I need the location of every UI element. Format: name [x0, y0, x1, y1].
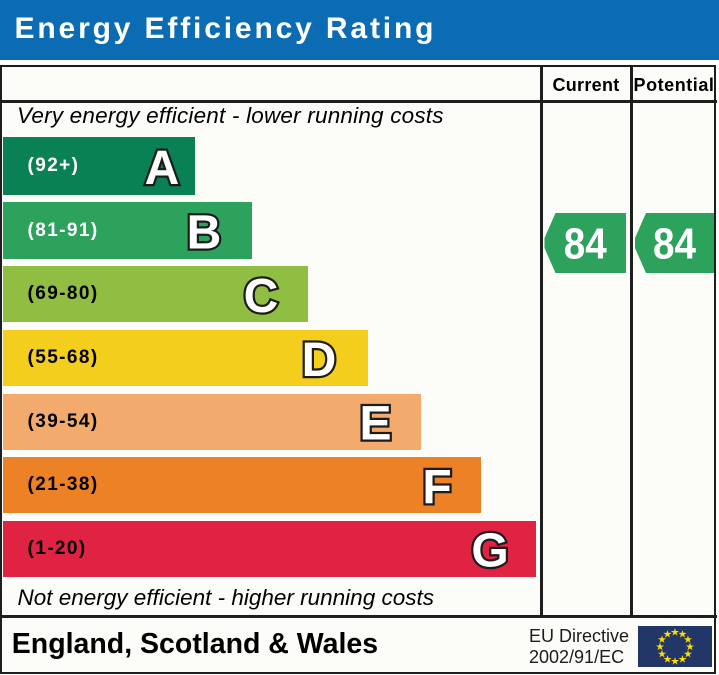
svg-text:B: B	[187, 206, 222, 259]
svg-text:A: A	[145, 142, 180, 195]
svg-text:C: C	[244, 270, 279, 323]
svg-text:E: E	[359, 398, 391, 451]
svg-text:84: 84	[564, 220, 607, 269]
svg-text:F: F	[422, 461, 451, 514]
svg-text:D: D	[302, 334, 337, 387]
svg-text:84: 84	[653, 220, 696, 269]
svg-text:G: G	[471, 525, 508, 578]
